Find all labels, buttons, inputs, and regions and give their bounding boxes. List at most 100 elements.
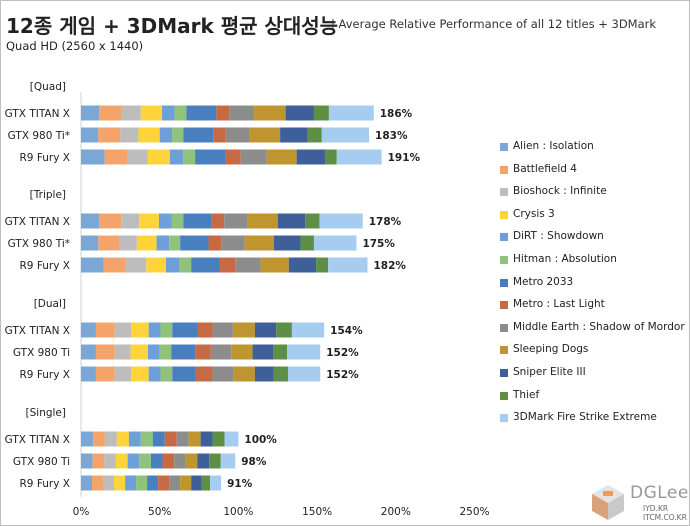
row-label: GTX 980 Ti xyxy=(13,347,70,359)
bar-segment xyxy=(81,453,93,469)
resolution-label: Quad HD (2560 x 1440) xyxy=(6,39,144,53)
bar-segment xyxy=(99,213,122,229)
watermark-name: DGLee xyxy=(630,483,689,503)
bar-segment xyxy=(140,431,153,447)
bar-segment xyxy=(313,105,329,121)
legend-label: Sniper Elite III xyxy=(513,366,586,378)
bar-segment xyxy=(162,453,175,469)
bar-segment xyxy=(131,366,149,382)
bar-segment xyxy=(307,127,322,143)
bar-segment xyxy=(266,149,297,165)
total-label: 175% xyxy=(362,238,395,250)
bar-segment xyxy=(172,127,184,143)
bar-segment xyxy=(160,322,173,338)
bar-segment xyxy=(121,213,140,229)
bar-segment xyxy=(169,235,181,251)
legend-swatch xyxy=(500,391,508,400)
bar-segment xyxy=(197,453,210,469)
row-label: R9 Fury X xyxy=(20,478,71,490)
x-tick-label: 100% xyxy=(223,506,253,518)
bar-segment xyxy=(104,431,117,447)
bar-segment xyxy=(95,344,115,360)
bar-segment xyxy=(147,149,170,165)
bar-segment xyxy=(200,431,213,447)
bar-segment xyxy=(115,453,128,469)
bar-segment xyxy=(146,257,166,273)
bar-segment xyxy=(291,322,325,338)
bar-segment xyxy=(195,366,213,382)
bar-segment xyxy=(287,366,321,382)
legend-swatch xyxy=(500,369,508,377)
legend-swatch xyxy=(500,256,508,264)
bar-segment xyxy=(183,149,196,165)
bar-segment xyxy=(316,257,329,273)
bar-segment xyxy=(252,344,274,360)
bar-segment xyxy=(174,105,187,121)
legend-label: Metro : Last Light xyxy=(513,298,605,311)
row-label: R9 Fury X xyxy=(20,369,71,381)
bar-segment xyxy=(288,257,317,273)
legend-label: Metro 2033 xyxy=(513,275,574,288)
row-label: GTX 980 Ti* xyxy=(8,238,70,250)
bar-segment xyxy=(159,344,172,360)
bar-segment xyxy=(81,127,99,143)
bar-segment xyxy=(213,127,226,143)
bar-segment xyxy=(171,344,196,360)
bar-segment xyxy=(305,213,320,229)
bar-segment xyxy=(172,366,196,382)
bar-segment xyxy=(324,149,337,165)
group-label: [Dual] xyxy=(34,298,66,310)
total-label: 152% xyxy=(326,347,359,359)
bar-segment xyxy=(313,235,357,251)
bar-segment xyxy=(247,213,278,229)
bar-segment xyxy=(195,344,211,360)
bar-segment xyxy=(158,475,170,491)
bar-segment xyxy=(185,453,198,469)
bar-segment xyxy=(136,475,148,491)
total-label: 154% xyxy=(330,325,363,337)
bar-segment xyxy=(180,235,209,251)
bar-segment xyxy=(183,213,212,229)
bar-segment xyxy=(280,127,308,143)
dglee-logo-icon xyxy=(592,485,624,520)
bar-segment xyxy=(150,453,163,469)
bar-segment xyxy=(216,105,230,121)
bar-segment xyxy=(152,431,165,447)
row-label: GTX TITAN X xyxy=(5,325,70,337)
bar-segment xyxy=(285,105,314,121)
watermark-url: ITCM.CO.KR xyxy=(643,513,687,522)
bar-segment xyxy=(98,127,121,143)
bar-segment xyxy=(276,322,292,338)
bar-segment xyxy=(221,235,245,251)
x-tick-label: 200% xyxy=(381,506,411,518)
bar-segment xyxy=(336,149,382,165)
bar-segment xyxy=(125,257,147,273)
bar-segment xyxy=(95,322,115,338)
bar-segment xyxy=(254,366,274,382)
bar-segment xyxy=(148,322,161,338)
bar-segment xyxy=(254,105,286,121)
total-label: 100% xyxy=(244,434,277,446)
group-label: [Triple] xyxy=(30,189,66,201)
bar-segment xyxy=(224,213,248,229)
bar-segment xyxy=(103,257,126,273)
bar-segment xyxy=(273,344,288,360)
bar-segment xyxy=(219,257,236,273)
bar-segment xyxy=(114,475,126,491)
bar-segment xyxy=(183,127,214,143)
bar-segment xyxy=(328,105,374,121)
legend-swatch xyxy=(500,210,508,219)
bar-segment xyxy=(81,235,99,251)
bar-segment xyxy=(220,453,236,469)
total-label: 91% xyxy=(227,478,253,490)
bar-segment xyxy=(156,235,170,251)
bar-segment xyxy=(130,344,148,360)
legend-swatch xyxy=(500,414,508,423)
legend-label: Alien : Isolation xyxy=(513,140,594,152)
bar-segment xyxy=(81,213,100,229)
bar-segment xyxy=(81,257,104,273)
chart-subtitle: | Average Relative Performance of all 12… xyxy=(331,17,657,31)
bar-segment xyxy=(81,344,96,360)
legend-label: 3DMark Fire Strike Extreme xyxy=(513,411,657,424)
bar-segment xyxy=(201,475,211,491)
